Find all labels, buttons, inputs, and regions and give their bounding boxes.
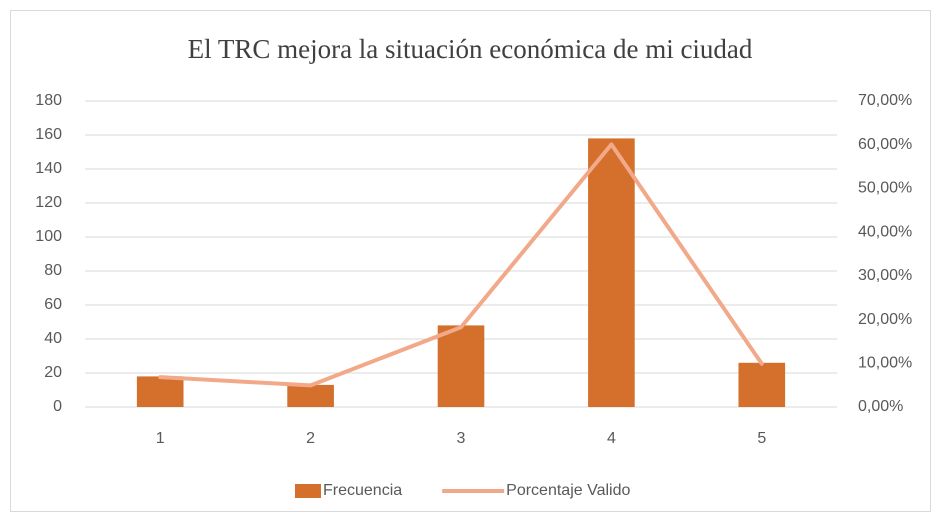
x-tick-label: 3: [457, 430, 466, 447]
bar: [136, 376, 184, 407]
y-tick-label: 180: [35, 92, 62, 109]
y-tick-label: 100: [35, 228, 62, 245]
y-tick-label: 140: [35, 160, 62, 177]
line: [158, 142, 764, 388]
y2-tick-label: 70,00%: [858, 92, 912, 109]
bar: [738, 362, 786, 407]
y2-tick-label: 60,00%: [858, 136, 912, 153]
y2-tick-label: 0,00%: [858, 398, 903, 415]
y-tick-label: 60: [44, 296, 62, 313]
y2-tick-label: 30,00%: [858, 267, 912, 284]
bar: [437, 325, 485, 407]
y-tick-label: 120: [35, 194, 62, 211]
x-tick-label: 1: [156, 430, 165, 447]
chart-title: El TRC mejora la situación económica de …: [188, 34, 753, 64]
x-tick-label: 5: [757, 430, 766, 447]
legend-swatch: [295, 484, 321, 498]
chart-border: [10, 10, 931, 512]
legend-label: Porcentaje Valido: [506, 482, 630, 499]
x-tick-label: 2: [306, 430, 315, 447]
y-tick-label: 20: [44, 364, 62, 381]
legend-label: Frecuencia: [323, 482, 402, 499]
y-tick-label: 80: [44, 262, 62, 279]
y2-tick-label: 10,00%: [858, 355, 912, 372]
bar: [287, 384, 334, 407]
y2-tick-label: 20,00%: [858, 311, 912, 328]
x-tick-label: 4: [607, 430, 616, 447]
bar: [588, 138, 635, 407]
y-tick-label: 160: [35, 126, 62, 143]
y-tick-label: 0: [53, 398, 62, 415]
y2-tick-label: 40,00%: [858, 223, 912, 240]
y-tick-label: 40: [44, 330, 62, 347]
y2-tick-label: 50,00%: [858, 180, 912, 197]
